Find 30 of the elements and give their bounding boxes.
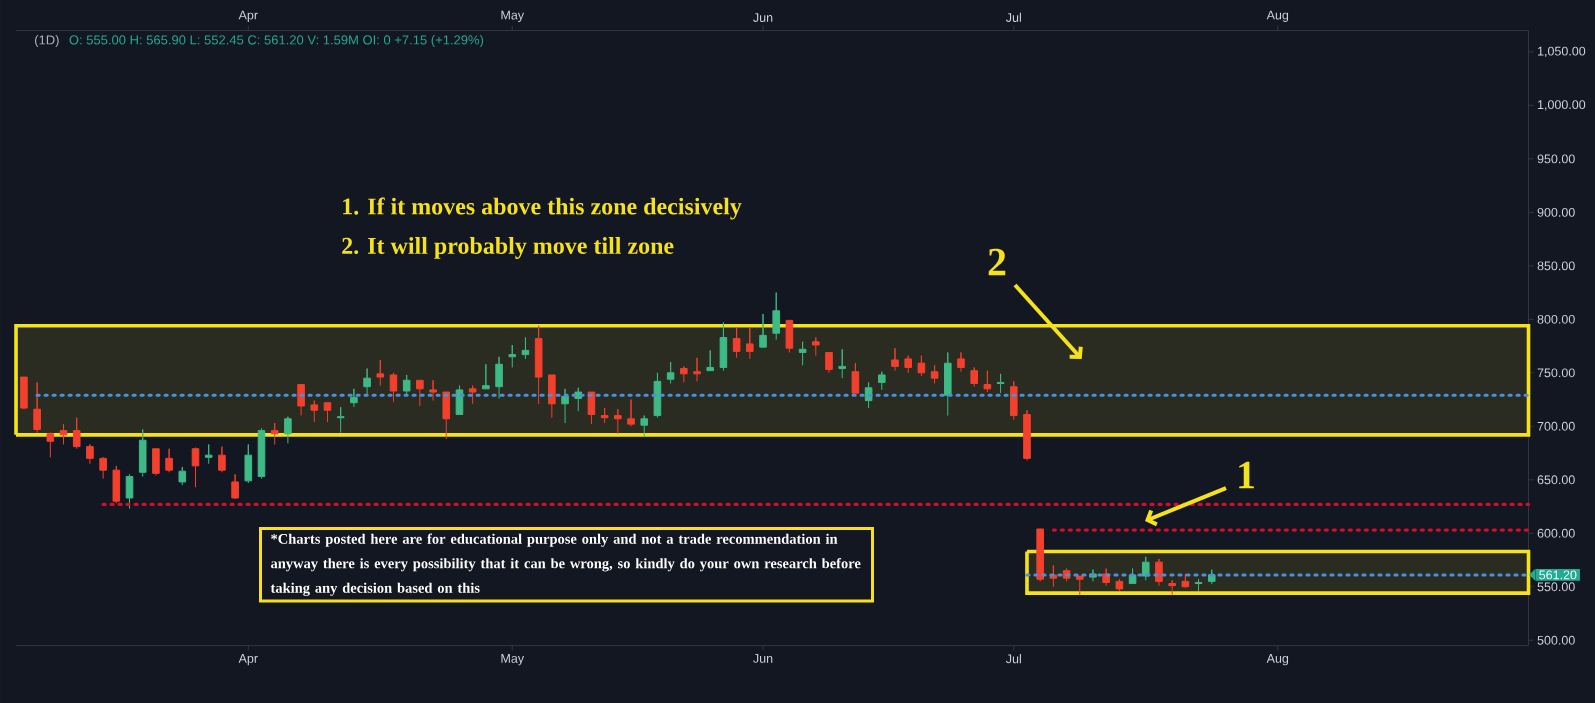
y-tick-label: 800.00 <box>1537 314 1575 324</box>
annotation: 2. It will probably move till zone <box>342 237 674 259</box>
annotation: 1. If it moves above this zone decisively <box>343 197 742 220</box>
y-tick-label: 550.00 <box>1537 582 1575 592</box>
annotation: 1 <box>1239 461 1254 489</box>
y-tick-label: 850.00 <box>1537 261 1575 271</box>
x-tick-label: May <box>501 654 525 666</box>
y-tick-label: 750.00 <box>1537 368 1575 378</box>
y-tick-label: 500.00 <box>1537 635 1575 645</box>
y-tick-label: 1,050.00 <box>1538 46 1586 58</box>
x-tick-label: Jun <box>753 654 773 663</box>
y-tick-label: 600.00 <box>1537 528 1575 538</box>
category-label: Aug <box>1266 10 1289 22</box>
chart-title: (1D) <box>35 34 59 48</box>
y-tick-label: 650.00 <box>1537 475 1575 485</box>
annotation: *Charts posted here are for educational purpose only and not a trade recommendation in anyway there is every possibility that it can be wrong, so kindly do your own research before taking any decision based on this <box>270 533 861 596</box>
y-tick-label: 700.00 <box>1537 421 1575 431</box>
x-tick-label: Apr <box>238 654 258 666</box>
annotation: 2 <box>988 248 1006 276</box>
y-tick-label: 950.00 <box>1537 154 1575 164</box>
chart-subtitle: O: 555.00 H: 565.90 L: 552.45 C: 561.20 V: 1.59M OI: 0 +7.15 (+1.29%) <box>69 34 484 48</box>
category-label: May <box>501 10 525 22</box>
category-label: Apr <box>238 10 258 22</box>
x-tick-label: Aug <box>1266 654 1289 666</box>
y-tick-label: 900.00 <box>1537 207 1575 217</box>
category-label: Jun <box>753 13 773 22</box>
text: 561.20 <box>1539 570 1577 580</box>
category-label: Jul <box>1005 12 1021 22</box>
y-tick-label: 1,000.00 <box>1538 100 1586 111</box>
x-tick-label: Jul <box>1005 654 1021 664</box>
